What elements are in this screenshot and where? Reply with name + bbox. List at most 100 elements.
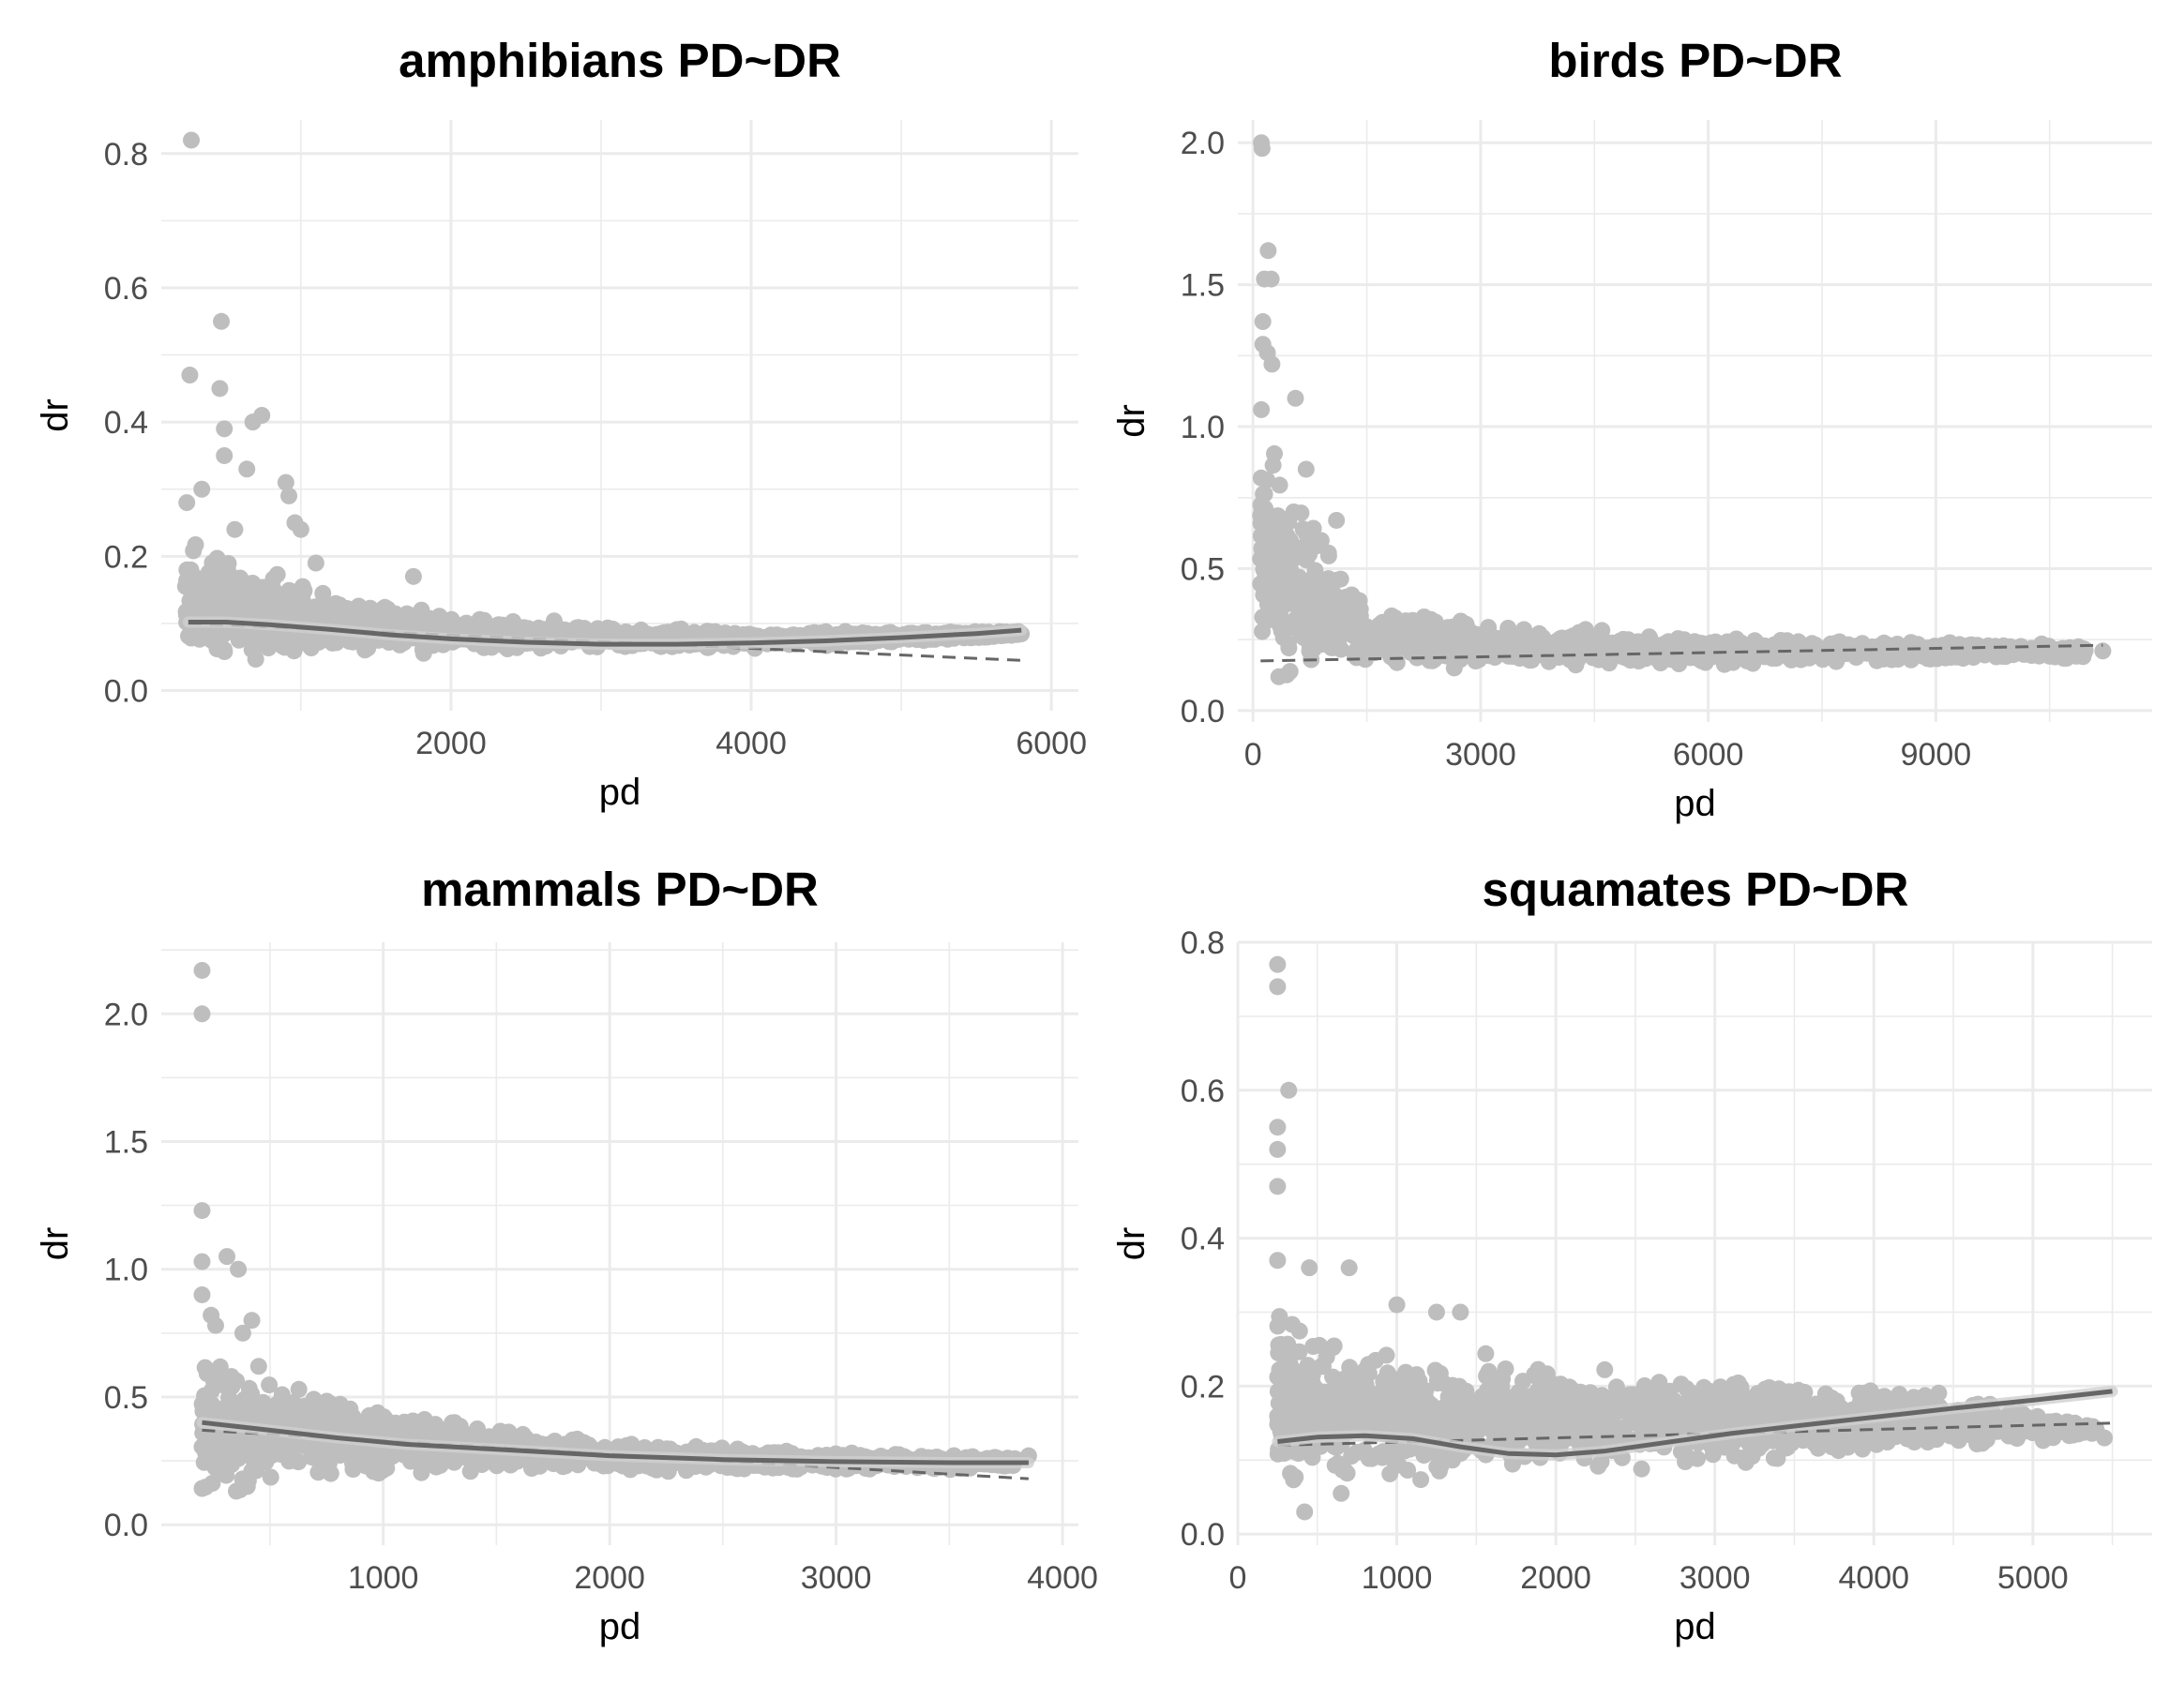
birds-point — [1964, 636, 1981, 654]
birds-point — [1253, 140, 1271, 158]
birds-point — [1523, 652, 1541, 669]
birds-x-tick-label: 6000 — [1673, 737, 1744, 773]
amphibians-point — [242, 599, 260, 617]
birds-point — [1358, 618, 1376, 636]
amphibians-point — [213, 312, 231, 330]
amphibians-point — [302, 639, 320, 656]
amphibians-y-tick-label: 0.4 — [104, 405, 148, 441]
amphibians-point — [181, 367, 199, 384]
birds-point — [2064, 641, 2082, 659]
birds-y-tick-label: 0.0 — [1181, 694, 1225, 729]
mammals-point — [193, 1480, 211, 1497]
amphibians-point — [180, 627, 197, 645]
amphibians-point — [183, 131, 201, 149]
birds-point — [1340, 616, 1358, 634]
squamates-point — [1633, 1460, 1650, 1478]
mammals-point — [421, 1418, 439, 1435]
squamates-point — [1290, 1322, 1308, 1340]
birds-point — [1252, 550, 1270, 568]
birds-point — [1263, 355, 1281, 373]
amphibians-point — [285, 599, 303, 617]
birds-point — [1328, 511, 1346, 529]
birds-y-tick-label: 1.5 — [1181, 268, 1225, 304]
birds-point — [1259, 242, 1277, 260]
mammals-point — [206, 1316, 224, 1334]
birds-point — [1256, 570, 1273, 588]
birds-point — [1791, 638, 1809, 655]
birds-point — [1319, 544, 1337, 562]
amphibians-x-tick-label: 6000 — [1016, 726, 1087, 761]
amphibians-x-tick-label: 2000 — [415, 726, 487, 761]
mammals-point — [206, 1459, 224, 1477]
birds-point — [1576, 621, 1594, 639]
birds-point — [1830, 633, 1848, 651]
birds-point — [1252, 469, 1270, 487]
amphibians-point — [216, 420, 233, 438]
mammals-x-tick-label: 4000 — [1027, 1560, 1098, 1596]
mammals-point — [262, 1468, 279, 1486]
birds-point — [1338, 588, 1356, 606]
mammals-point — [677, 1462, 695, 1480]
birds-point — [1439, 619, 1456, 637]
mammals-point — [323, 1414, 339, 1432]
amphibians-point — [193, 480, 211, 498]
amphibians-point — [292, 520, 309, 538]
amphibians-point — [185, 542, 203, 560]
mammals-point — [230, 1260, 248, 1278]
mammals-x-axis-title: pd — [599, 1606, 641, 1647]
amphibians-point — [545, 612, 563, 630]
birds-point — [1307, 537, 1324, 555]
amphibians-point — [307, 554, 324, 572]
birds-point — [1875, 650, 1892, 668]
birds-point — [1264, 457, 1282, 474]
squamates-point — [1596, 1360, 1614, 1378]
amphibians-point — [203, 554, 221, 572]
birds-y-tick-label: 0.5 — [1181, 551, 1225, 587]
amphibians-point — [238, 460, 256, 478]
amphibians-grid — [161, 120, 1078, 711]
birds-point — [1290, 543, 1308, 561]
mammals-point — [418, 1449, 436, 1466]
birds-point — [1348, 641, 1365, 659]
amphibians-point — [404, 567, 422, 585]
mammals-point — [465, 1453, 483, 1471]
birds-point — [1470, 634, 1488, 652]
birds-point — [1332, 570, 1349, 588]
amphibians-point — [226, 520, 244, 538]
birds-y-axis-title: dr — [1111, 404, 1152, 438]
amphibians-point — [264, 570, 282, 588]
amphibians-point — [178, 494, 196, 512]
birds-x-tick-label: 9000 — [1901, 737, 1972, 773]
mammals-point — [386, 1414, 404, 1432]
birds-point — [1614, 634, 1632, 652]
birds-point — [1292, 504, 1310, 522]
mammals-point — [303, 1409, 321, 1427]
birds-point — [1262, 270, 1280, 288]
birds-point — [1271, 607, 1288, 624]
birds-point — [1412, 639, 1430, 656]
panel-squamates: 0 1000 2000 3000 4000 50000.00.20.40.60.8pddr… — [1111, 863, 2152, 1647]
mammals-panel-title: mammals PD~DR — [421, 863, 819, 916]
birds-point — [1669, 635, 1687, 653]
panel-amphibians: 2000 4000 60000.00.20.40.60.8pddramphibian… — [35, 34, 1087, 813]
mammals-x-tick-label: 2000 — [574, 1560, 645, 1596]
mammals-point — [216, 1376, 233, 1394]
birds-point — [1266, 507, 1284, 525]
mammals-point — [361, 1420, 379, 1437]
mammals-point — [451, 1418, 469, 1435]
birds-point — [1306, 562, 1324, 579]
birds-point — [1281, 663, 1299, 681]
birds-point — [2094, 642, 2112, 660]
amphibians-point — [277, 473, 294, 491]
amphibians-y-tick-label: 0.2 — [104, 539, 148, 575]
birds-x-tick-label: 0 — [1244, 737, 1262, 773]
mammals-y-axis-title: dr — [35, 1227, 76, 1261]
birds-y-tick-label: 1.0 — [1181, 410, 1225, 445]
birds-point — [1278, 527, 1296, 545]
birds-point — [1290, 568, 1308, 586]
mammals-x-tick-label: 3000 — [801, 1560, 872, 1596]
mammals-point — [193, 1285, 211, 1303]
mammals-point — [193, 1253, 211, 1270]
